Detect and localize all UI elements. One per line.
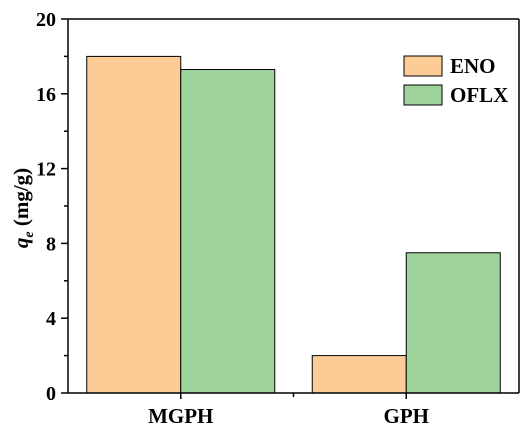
y-tick-label: 0 [46, 383, 56, 405]
y-tick-label: 4 [46, 308, 56, 330]
legend-swatch-oflx [403, 84, 443, 106]
x-tick-label-gph: GPH [384, 404, 430, 424]
x-tick-label-mgph: MGPH [148, 404, 213, 424]
plot-area: MGPH GPH 0 4 8 12 16 20 ENO OFLX [36, 9, 520, 424]
bar-oflx-mgph [180, 68, 276, 394]
svg-text:qe (mg/g): qe (mg/g) [9, 168, 37, 248]
legend-label-eno: ENO [450, 54, 496, 78]
y-tick-label: 16 [36, 84, 56, 106]
legend-swatch-eno [403, 55, 443, 77]
y-tick-label: 12 [36, 159, 56, 181]
bar-eno-gph [311, 355, 407, 394]
y-axis-label-subscript: e [22, 231, 37, 237]
legend-label-oflx: OFLX [450, 83, 508, 107]
y-axis-label-unit: (mg/g) [9, 168, 33, 232]
y-tick-label: 20 [36, 9, 56, 31]
y-axis-label-symbol: q [9, 238, 33, 249]
bar-eno-mgph [86, 55, 182, 394]
y-tick-label: 8 [46, 233, 56, 255]
bar-oflx-gph [405, 252, 501, 394]
y-axis-label: qe (mg/g) [9, 168, 37, 248]
